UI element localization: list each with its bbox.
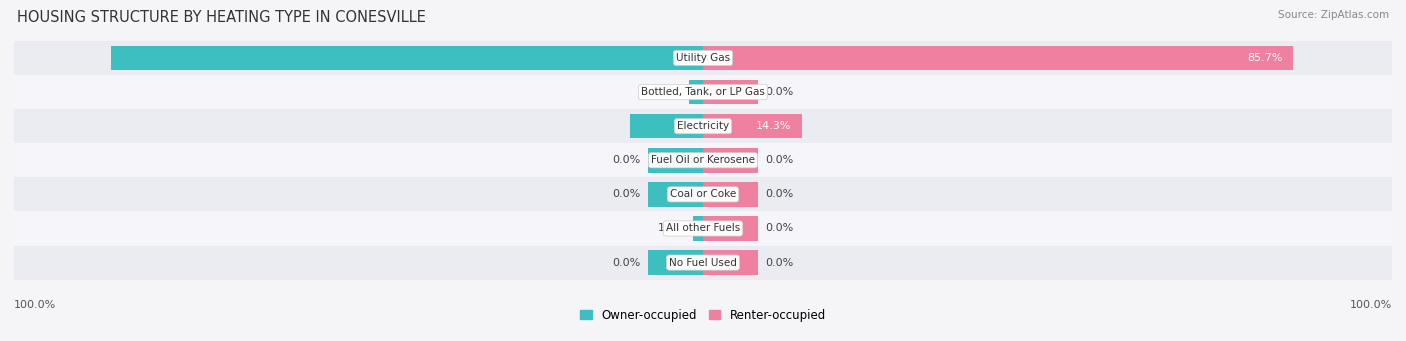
Bar	[14, 143, 1392, 177]
Bar	[703, 114, 801, 138]
Bar	[14, 246, 1392, 280]
Text: 14.3%: 14.3%	[756, 121, 792, 131]
Text: Coal or Coke: Coal or Coke	[669, 189, 737, 199]
Text: 85.9%: 85.9%	[689, 53, 724, 63]
Bar	[703, 216, 758, 241]
Text: 10.6%: 10.6%	[689, 121, 724, 131]
Bar	[703, 182, 758, 207]
Text: Electricity: Electricity	[676, 121, 730, 131]
Text: Bottled, Tank, or LP Gas: Bottled, Tank, or LP Gas	[641, 87, 765, 97]
Bar	[14, 211, 1392, 246]
Text: 0.0%: 0.0%	[765, 155, 793, 165]
Text: 100.0%: 100.0%	[14, 300, 56, 310]
Text: 1.4%: 1.4%	[658, 223, 686, 234]
Bar	[703, 46, 1294, 70]
Bar	[648, 182, 703, 207]
Text: 0.0%: 0.0%	[765, 257, 793, 268]
Legend: Owner-occupied, Renter-occupied: Owner-occupied, Renter-occupied	[575, 304, 831, 326]
Text: Utility Gas: Utility Gas	[676, 53, 730, 63]
Bar	[703, 250, 758, 275]
Text: HOUSING STRUCTURE BY HEATING TYPE IN CONESVILLE: HOUSING STRUCTURE BY HEATING TYPE IN CON…	[17, 10, 426, 25]
Text: 0.0%: 0.0%	[613, 257, 641, 268]
Bar	[703, 148, 758, 173]
Bar	[703, 80, 758, 104]
Text: 2.1%: 2.1%	[654, 87, 682, 97]
Bar	[689, 80, 703, 104]
Bar	[630, 114, 703, 138]
Bar	[693, 216, 703, 241]
Text: Fuel Oil or Kerosene: Fuel Oil or Kerosene	[651, 155, 755, 165]
Text: 0.0%: 0.0%	[765, 189, 793, 199]
Bar	[14, 177, 1392, 211]
Text: 0.0%: 0.0%	[765, 87, 793, 97]
Bar	[111, 46, 703, 70]
Text: 100.0%: 100.0%	[1350, 300, 1392, 310]
Text: 0.0%: 0.0%	[613, 189, 641, 199]
Text: 0.0%: 0.0%	[613, 155, 641, 165]
Bar	[14, 41, 1392, 75]
Bar	[648, 148, 703, 173]
Bar	[14, 75, 1392, 109]
Bar	[648, 250, 703, 275]
Text: Source: ZipAtlas.com: Source: ZipAtlas.com	[1278, 10, 1389, 20]
Text: 85.7%: 85.7%	[1247, 53, 1284, 63]
Bar	[14, 109, 1392, 143]
Text: No Fuel Used: No Fuel Used	[669, 257, 737, 268]
Text: 0.0%: 0.0%	[765, 223, 793, 234]
Text: All other Fuels: All other Fuels	[666, 223, 740, 234]
